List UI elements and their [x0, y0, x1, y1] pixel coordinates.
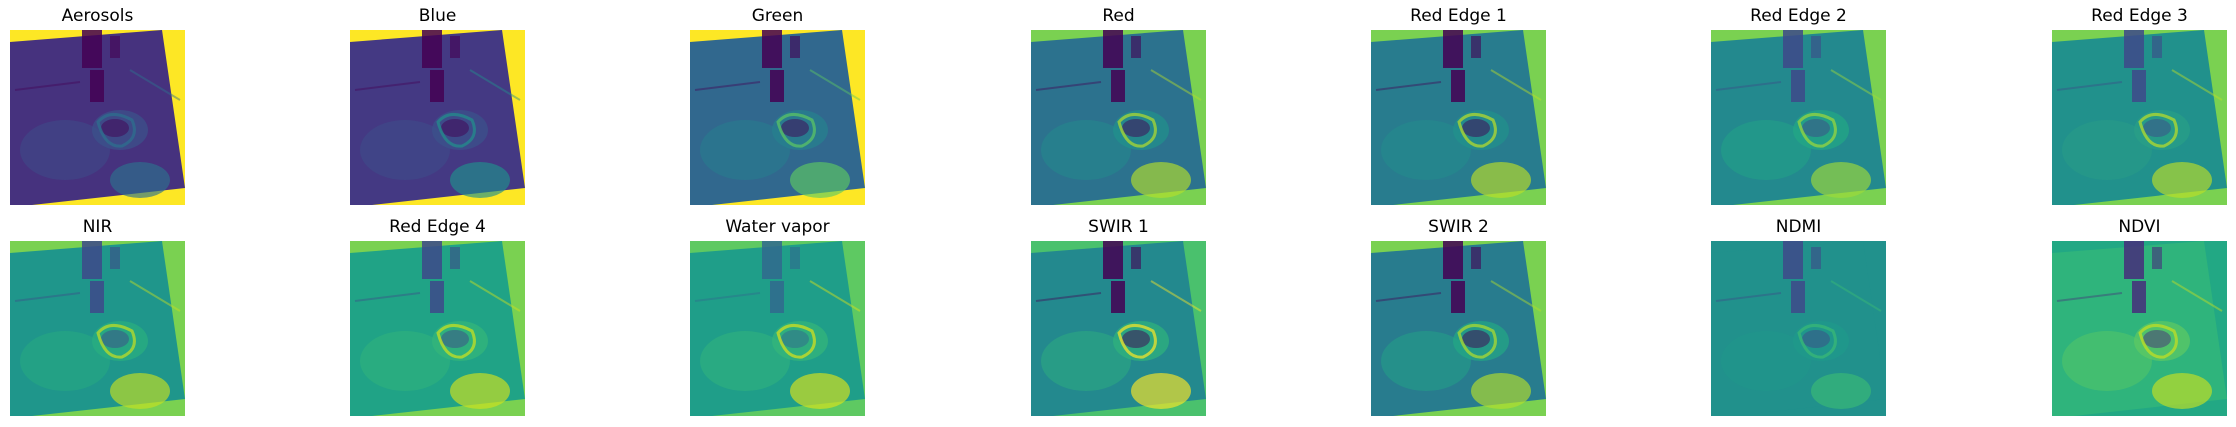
panel-title: Red Edge 4	[350, 217, 525, 237]
band-image	[10, 30, 185, 205]
panel-title: Green	[690, 6, 865, 26]
band-image	[1031, 30, 1206, 205]
panel-title: Red Edge 2	[1711, 6, 1886, 26]
band-image	[10, 241, 185, 416]
panel-title: Aerosols	[10, 6, 185, 26]
band-image	[1031, 241, 1206, 416]
panel-title: Red	[1031, 6, 1206, 26]
panel-title: SWIR 1	[1031, 217, 1206, 237]
panel-title: Red Edge 1	[1371, 6, 1546, 26]
band-image	[1371, 241, 1546, 416]
band-image	[1371, 30, 1546, 205]
band-image	[690, 241, 865, 416]
panel-title: Red Edge 3	[2052, 6, 2227, 26]
panel-title: NDMI	[1711, 217, 1886, 237]
band-image	[690, 30, 865, 205]
band-image	[1711, 30, 1886, 205]
panel-title: Water vapor	[690, 217, 865, 237]
band-image	[1711, 241, 1886, 416]
band-image	[2052, 241, 2227, 416]
panel-title: Blue	[350, 6, 525, 26]
band-image	[350, 241, 525, 416]
panel-title: SWIR 2	[1371, 217, 1546, 237]
panel-title: NIR	[10, 217, 185, 237]
panel-title: NDVI	[2052, 217, 2227, 237]
band-image	[350, 30, 525, 205]
band-image	[2052, 30, 2227, 205]
